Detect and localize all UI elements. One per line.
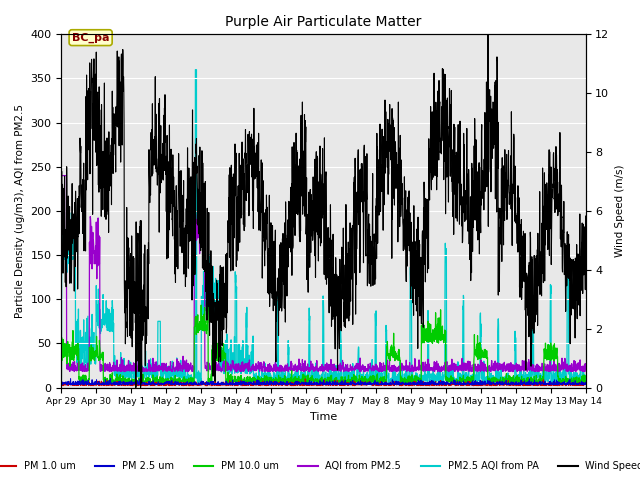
- Legend: PM 1.0 um, PM 2.5 um, PM 10.0 um, AQI from PM2.5, PM2.5 AQI from PA, Wind Speed: PM 1.0 um, PM 2.5 um, PM 10.0 um, AQI fr…: [0, 457, 640, 475]
- Text: BC_pa: BC_pa: [72, 33, 109, 43]
- X-axis label: Time: Time: [310, 412, 337, 422]
- Y-axis label: Particle Density (ug/m3), AQI from PM2.5: Particle Density (ug/m3), AQI from PM2.5: [15, 104, 25, 318]
- Title: Purple Air Particulate Matter: Purple Air Particulate Matter: [225, 15, 422, 29]
- Y-axis label: Wind Speed (m/s): Wind Speed (m/s): [615, 165, 625, 257]
